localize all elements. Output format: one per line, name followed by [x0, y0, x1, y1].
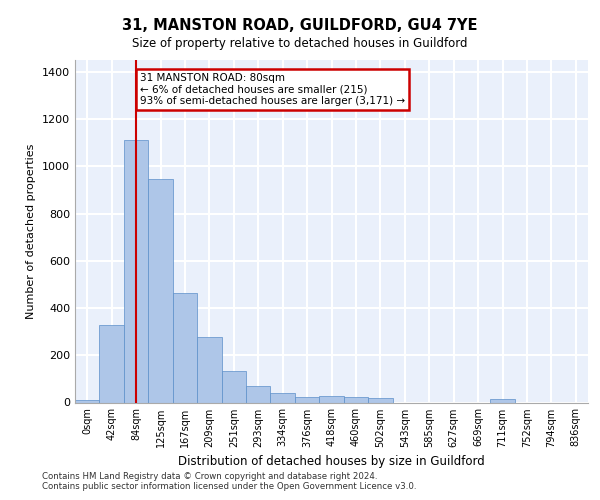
- Bar: [100, 324, 124, 402]
- Bar: [148, 180, 173, 402]
- X-axis label: Distribution of detached houses by size in Guildford: Distribution of detached houses by size …: [178, 455, 485, 468]
- Bar: [295, 398, 319, 402]
- Bar: [319, 396, 344, 402]
- Text: Contains HM Land Registry data © Crown copyright and database right 2024.: Contains HM Land Registry data © Crown c…: [42, 472, 377, 481]
- Bar: [124, 140, 148, 402]
- Bar: [271, 392, 295, 402]
- Bar: [490, 400, 515, 402]
- Text: 31, MANSTON ROAD, GUILDFORD, GU4 7YE: 31, MANSTON ROAD, GUILDFORD, GU4 7YE: [122, 18, 478, 32]
- Bar: [221, 372, 246, 402]
- Bar: [344, 396, 368, 402]
- Bar: [246, 386, 271, 402]
- Bar: [75, 400, 100, 402]
- Bar: [197, 337, 221, 402]
- Bar: [368, 398, 392, 402]
- Text: 31 MANSTON ROAD: 80sqm
← 6% of detached houses are smaller (215)
93% of semi-det: 31 MANSTON ROAD: 80sqm ← 6% of detached …: [140, 73, 405, 106]
- Bar: [173, 292, 197, 403]
- Y-axis label: Number of detached properties: Number of detached properties: [26, 144, 37, 319]
- Text: Size of property relative to detached houses in Guildford: Size of property relative to detached ho…: [132, 38, 468, 51]
- Text: Contains public sector information licensed under the Open Government Licence v3: Contains public sector information licen…: [42, 482, 416, 491]
